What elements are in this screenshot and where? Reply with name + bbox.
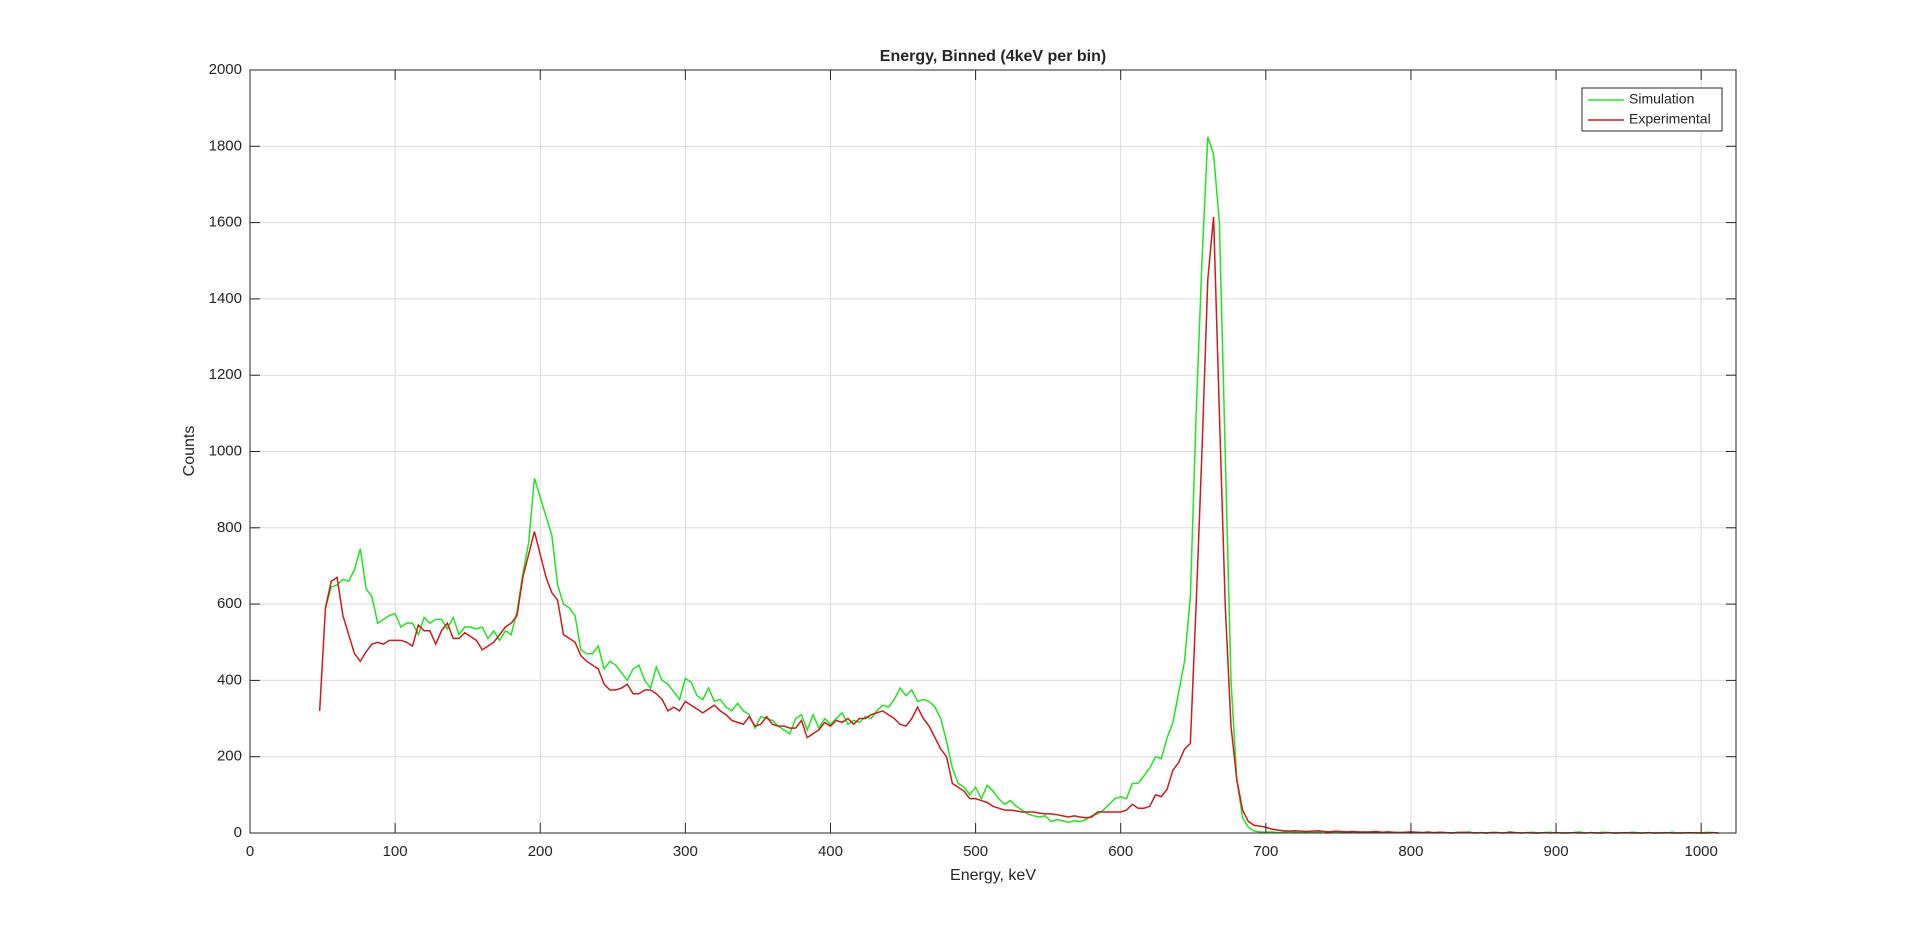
y-tick-label: 1200 [209,366,242,383]
legend-label: Experimental [1629,111,1711,127]
y-tick-label: 0 [234,824,242,841]
x-tick-label: 300 [673,843,698,860]
y-tick-label: 1400 [209,290,242,307]
y-tick-label: 800 [217,519,242,536]
y-axis-label: Counts [181,426,198,477]
x-axis-label: Energy, keV [950,867,1036,884]
x-tick-label: 0 [246,843,254,860]
legend-box [1581,87,1723,132]
y-tick-label: 1000 [209,442,242,459]
legend: Simulation Experimental [1581,87,1723,132]
y-tick-label: 200 [217,748,242,765]
x-tick-label: 800 [1398,843,1423,860]
x-tick-label: 900 [1544,843,1569,860]
x-tick-label: 400 [818,843,843,860]
x-tick-label: 1000 [1684,843,1717,860]
chart-title: Energy, Binned (4keV per bin) [880,48,1106,65]
x-tick-label: 700 [1253,843,1278,860]
x-tick-label: 600 [1108,843,1133,860]
x-tick-label: 500 [963,843,988,860]
x-tick-label: 200 [528,843,553,860]
y-tick-label: 2000 [209,61,242,78]
y-tick-label: 400 [217,671,242,688]
legend-label: Simulation [1629,91,1694,107]
y-tick-label: 1800 [209,137,242,154]
y-tick-label: 1600 [209,214,242,231]
x-tick-label: 100 [383,843,408,860]
y-tick-label: 600 [217,595,242,612]
